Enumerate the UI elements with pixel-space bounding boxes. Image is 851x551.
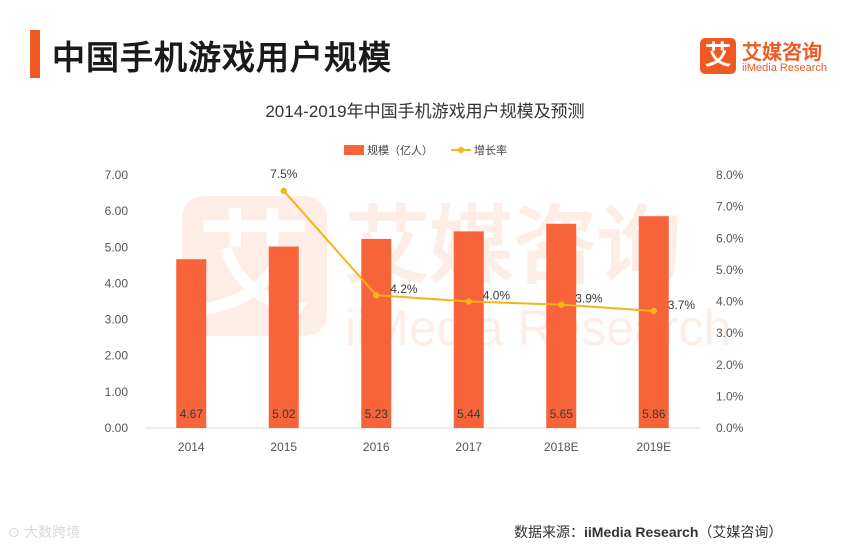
y-right-tick-label: 7.0% [716, 200, 744, 214]
y-right-tick-label: 5.0% [716, 263, 744, 277]
y-axis-left: 0.00 1.00 2.00 3.00 4.00 5.00 6.00 7.00 [105, 168, 129, 435]
x-tick-label: 2019E [636, 440, 671, 454]
y-right-tick-label: 1.0% [716, 389, 744, 403]
legend: 规模（亿人） 增长率 [344, 143, 507, 157]
bar-series [176, 216, 669, 428]
title-accent-bar [30, 30, 40, 78]
data-source: 数据来源：iiMedia Research（艾媒咨询） [514, 522, 782, 542]
source-label: 数据来源： [514, 525, 584, 541]
bar [638, 216, 669, 428]
watermark-text-cn: 艾媒咨询 [345, 199, 681, 293]
y-right-tick-label: 0.0% [716, 421, 744, 435]
source-name: iiMedia Research [584, 524, 699, 540]
y-right-tick-label: 8.0% [716, 168, 744, 182]
growth-point [280, 187, 287, 195]
y-left-tick-label: 2.00 [105, 349, 129, 363]
source-suffix: （艾媒咨询） [698, 525, 783, 541]
growth-value-label: 7.5% [270, 167, 298, 181]
growth-line-series [280, 187, 657, 315]
growth-point [373, 291, 380, 299]
growth-value-label: 3.9% [575, 292, 603, 306]
y-right-tick-label: 2.0% [716, 358, 744, 372]
growth-point [465, 298, 472, 305]
x-axis: 2014 2015 2016 2017 2018E 2019E [178, 440, 671, 454]
bar-value-label: 5.23 [365, 407, 389, 421]
growth-value-label: 4.0% [483, 289, 511, 303]
y-left-tick-label: 3.00 [105, 313, 129, 327]
growth-labels: 7.5% 4.2% 4.0% 3.9% 3.7% [270, 167, 695, 312]
brand-logo: 艾 艾媒咨询 iiMedia Research [700, 38, 835, 78]
x-tick-label: 2016 [363, 440, 390, 454]
growth-point [650, 307, 657, 315]
y-left-tick-label: 1.00 [105, 385, 129, 399]
bar-value-label: 5.02 [272, 407, 296, 421]
bar [268, 246, 299, 428]
growth-point [558, 301, 565, 308]
bar-value-label: 4.67 [180, 407, 204, 421]
legend-line-label: 增长率 [474, 143, 507, 157]
corner-watermark-text: 大数跨境 [24, 525, 81, 541]
bar-labels: 4.67 5.02 5.23 5.44 5.65 5.86 [180, 407, 666, 421]
legend-line-dot [458, 147, 464, 153]
y-right-tick-label: 4.0% [716, 295, 744, 309]
y-right-tick-label: 3.0% [716, 326, 744, 340]
legend-bar-swatch [344, 145, 364, 155]
y-right-tick-label: 6.0% [716, 231, 744, 245]
bar-value-label: 5.86 [642, 407, 666, 421]
y-left-tick-label: 5.00 [105, 240, 129, 254]
logo-glyph-icon: 艾 [700, 38, 736, 74]
bar [361, 238, 392, 428]
chart-title: 2014-2019年中国手机游戏用户规模及预测 [265, 102, 584, 121]
x-tick-label: 2018E [544, 440, 579, 454]
x-tick-label: 2015 [270, 440, 297, 454]
y-left-tick-label: 7.00 [105, 168, 129, 182]
y-axis-right: 0.0% 1.0% 2.0% 3.0% 4.0% 5.0% 6.0% 7.0% 8.0% [716, 168, 744, 435]
bar-value-label: 5.44 [457, 407, 481, 421]
y-left-tick-label: 6.00 [105, 204, 129, 218]
x-tick-label: 2014 [178, 440, 205, 454]
y-left-tick-label: 4.00 [105, 276, 129, 290]
bar [453, 231, 484, 428]
page-title: 中国手机游戏用户规模 [52, 38, 392, 77]
y-left-tick-label: 0.00 [105, 421, 129, 435]
x-tick-label: 2017 [455, 440, 482, 454]
corner-watermark: ⊙ 大数跨境 [8, 522, 80, 542]
bar [546, 223, 577, 428]
corner-watermark-icon: ⊙ [8, 525, 25, 541]
legend-bar-label: 规模（亿人） [367, 143, 433, 157]
bar-value-label: 5.65 [550, 407, 574, 421]
growth-value-label: 3.7% [668, 298, 696, 312]
logo-name-en: iiMedia Research [742, 62, 827, 74]
growth-value-label: 4.2% [390, 282, 418, 296]
logo-name-cn: 艾媒咨询 [742, 40, 822, 64]
bar [176, 259, 207, 428]
